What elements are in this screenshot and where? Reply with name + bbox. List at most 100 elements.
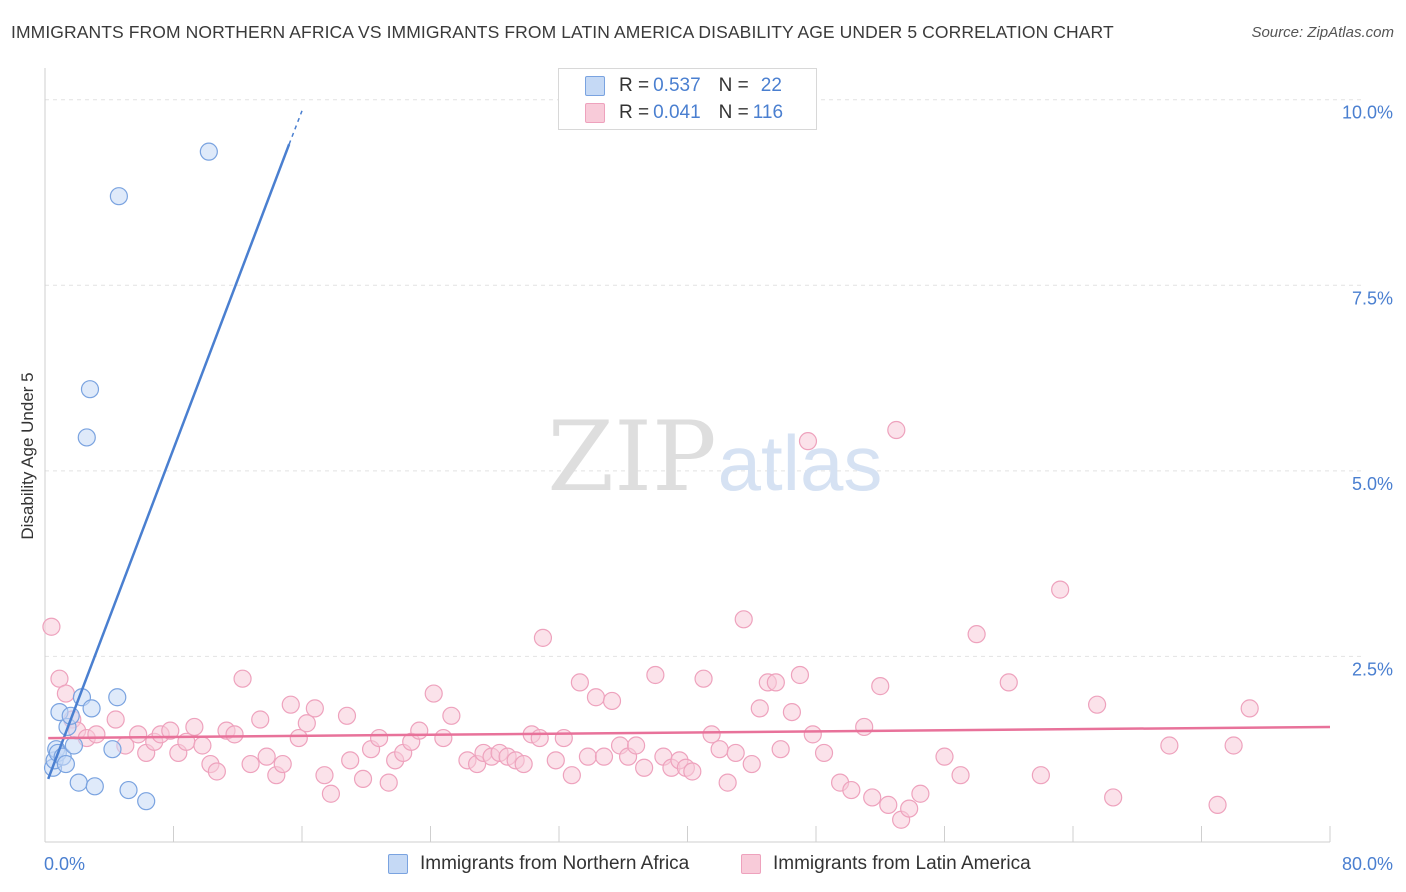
watermark-zip: ZIP — [547, 401, 716, 513]
latin-america-point — [305, 699, 324, 718]
legend-row-latin-america: R = 0.041 N = 116 — [585, 101, 787, 125]
watermark-atlas: atlas — [718, 419, 883, 507]
latin-america-point — [1051, 580, 1070, 599]
latin-america-point — [1240, 699, 1259, 718]
northern-africa-point — [85, 777, 104, 796]
legend-n-label-1: N = — [718, 75, 749, 96]
legend-swatch-blue — [585, 76, 605, 96]
northern-africa-point — [119, 780, 138, 800]
latin-america-point — [337, 706, 357, 725]
latin-america-point — [803, 725, 822, 744]
latin-america-point — [750, 699, 769, 718]
latin-america-point — [341, 751, 360, 770]
northern-africa-point — [77, 428, 96, 447]
bottom-legend-swatch-pink — [741, 854, 761, 874]
legend-n-label-2: N = — [718, 102, 749, 123]
bottom-legend-latin-america[interactable]: Immigrants from Latin America — [741, 852, 1031, 876]
latin-america-point — [602, 691, 622, 711]
latin-america-point — [586, 688, 606, 707]
latin-america-point — [887, 420, 906, 440]
latin-america-point — [683, 762, 702, 781]
latin-america-point — [742, 754, 761, 774]
latin-america-point — [1031, 766, 1050, 785]
latin-america-point — [353, 769, 373, 789]
latin-america-point — [782, 702, 802, 722]
x-tick-label: 80.0% — [1342, 854, 1393, 874]
latin-america-point — [554, 728, 573, 748]
latin-america-point — [546, 751, 565, 770]
northern-africa-trend — [47, 143, 291, 780]
x-tick-label: 0.0% — [44, 854, 85, 874]
latin-america-point — [1160, 736, 1179, 755]
northern-africa-point — [103, 740, 122, 759]
latin-america-point — [911, 784, 930, 803]
latin-america-point — [530, 728, 549, 748]
latin-america-points — [42, 420, 1259, 829]
latin-america-point — [533, 628, 553, 647]
latin-america-point — [161, 721, 180, 740]
latin-america-point — [635, 758, 654, 777]
latin-america-point — [321, 784, 341, 803]
northern-africa-point — [80, 380, 100, 399]
latin-america-point — [790, 665, 810, 685]
latin-america-point — [855, 717, 874, 737]
y-axis-label: Disability Age Under 5 — [18, 372, 37, 540]
latin-america-point — [297, 714, 316, 733]
latin-america-point — [129, 725, 148, 744]
trend-lines — [47, 110, 1331, 780]
source-label: Source: ZipAtlas.com — [1251, 24, 1394, 41]
latin-america-point — [798, 432, 818, 451]
latin-america-point — [863, 788, 882, 807]
latin-america-point — [241, 754, 260, 774]
legend-r-value-1: 0.537 — [653, 75, 701, 96]
legend-r-label-1: R = — [619, 75, 650, 96]
latin-america-point — [694, 669, 713, 688]
legend-r-label-2: R = — [619, 102, 650, 123]
latin-america-point — [626, 736, 646, 755]
latin-america-point — [193, 736, 212, 755]
legend-r-value-2: 0.041 — [653, 102, 701, 123]
latin-america-point — [842, 780, 861, 800]
latin-america-point — [185, 717, 204, 737]
y-tick-label: 10.0% — [1342, 103, 1393, 123]
latin-america-point — [225, 725, 244, 744]
bottom-legend-label-2: Immigrants from Latin America — [773, 853, 1031, 874]
latin-america-point — [434, 728, 453, 748]
y-tick-label: 5.0% — [1352, 474, 1393, 494]
latin-america-point — [370, 728, 389, 748]
latin-america-point — [273, 754, 292, 774]
latin-america-point — [771, 740, 790, 759]
northern-africa-point — [109, 187, 128, 206]
northern-africa-points — [43, 142, 218, 811]
northern-africa-point — [108, 688, 127, 707]
chart-title: IMMIGRANTS FROM NORTHERN AFRICA VS IMMIG… — [11, 22, 1114, 42]
latin-america-point — [289, 728, 308, 748]
bottom-legend-swatch-blue — [388, 854, 408, 874]
y-tick-label: 2.5% — [1352, 659, 1393, 679]
latin-america-point — [999, 673, 1018, 692]
grid-lines — [45, 99, 1365, 657]
latin-america-point — [514, 754, 533, 774]
latin-america-point — [1087, 695, 1107, 714]
latin-america-point — [570, 673, 589, 692]
latin-america-point — [1104, 788, 1123, 807]
latin-america-point — [257, 747, 276, 766]
latin-america-point — [233, 669, 252, 688]
latin-america-point — [207, 762, 226, 781]
latin-america-point — [578, 747, 598, 766]
bottom-legend-northern-africa[interactable]: Immigrants from Northern Africa — [388, 852, 689, 876]
northern-africa-point — [199, 142, 218, 161]
latin-america-point — [562, 766, 581, 785]
latin-america-point — [702, 725, 721, 744]
latin-america-point — [951, 766, 970, 785]
latin-america-point — [379, 773, 398, 792]
latin-america-point — [1224, 736, 1243, 755]
latin-america-point — [710, 740, 729, 759]
bottom-legend-label-1: Immigrants from Northern Africa — [420, 853, 690, 874]
legend-n-value-1: 22 — [760, 75, 782, 96]
latin-america-point — [879, 795, 898, 814]
northern-africa-point — [82, 699, 101, 718]
legend-row-northern-africa: R = 0.537 N = 22 — [585, 74, 786, 98]
latin-america-point — [900, 799, 919, 818]
